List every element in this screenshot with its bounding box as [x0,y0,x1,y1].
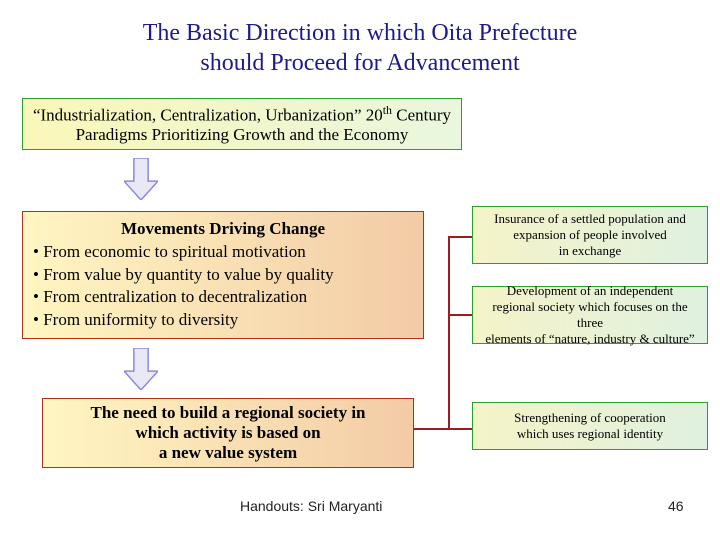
box-development: Development of an independent regional s… [472,286,708,344]
paradigm-line1: “Industrialization, Centralization, Urba… [31,103,453,126]
movements-bullet-0: • From economic to spiritual motivation [33,241,413,264]
insurance-line3: in exchange [479,243,701,259]
need-line3: a new value system [51,443,405,463]
connector-vertical [448,236,450,430]
movements-bullet-3: • From uniformity to diversity [33,309,413,332]
insurance-line2: expansion of people involved [479,227,701,243]
arrow-down-icon [124,348,158,390]
page-number: 46 [668,498,684,514]
footer-handout: Handouts: Sri Maryanti [240,498,382,514]
insurance-line1: Insurance of a settled population and [479,211,701,227]
movements-bullet-2: • From centralization to decentralizatio… [33,286,413,309]
need-line1: The need to build a regional society in [51,403,405,423]
connector-to-insurance [448,236,472,238]
development-line2: regional society which focuses on the th… [479,299,701,332]
movements-heading: Movements Driving Change [33,218,413,241]
box-strengthening: Strengthening of cooperation which uses … [472,402,708,450]
development-line3: elements of “nature, industry & culture” [479,331,701,347]
movements-bullet-1: • From value by quantity to value by qua… [33,264,413,287]
connector-to-development [448,314,472,316]
box-movements: Movements Driving Change • From economic… [22,211,424,339]
page-title: The Basic Direction in which Oita Prefec… [0,0,720,88]
strengthening-line1: Strengthening of cooperation [479,410,701,426]
box-paradigm: “Industrialization, Centralization, Urba… [22,98,462,150]
development-line1: Development of an independent [479,283,701,299]
connector-from-need [414,428,448,430]
connector-to-strengthening [448,428,472,430]
need-line2: which activity is based on [51,423,405,443]
arrow-down-icon [124,158,158,200]
title-line1: The Basic Direction in which Oita Prefec… [143,20,578,46]
title-line2: should Proceed for Advancement [200,50,519,76]
strengthening-line2: which uses regional identity [479,426,701,442]
box-insurance: Insurance of a settled population and ex… [472,206,708,264]
box-need: The need to build a regional society in … [42,398,414,468]
paradigm-line2: Paradigms Prioritizing Growth and the Ec… [31,125,453,145]
